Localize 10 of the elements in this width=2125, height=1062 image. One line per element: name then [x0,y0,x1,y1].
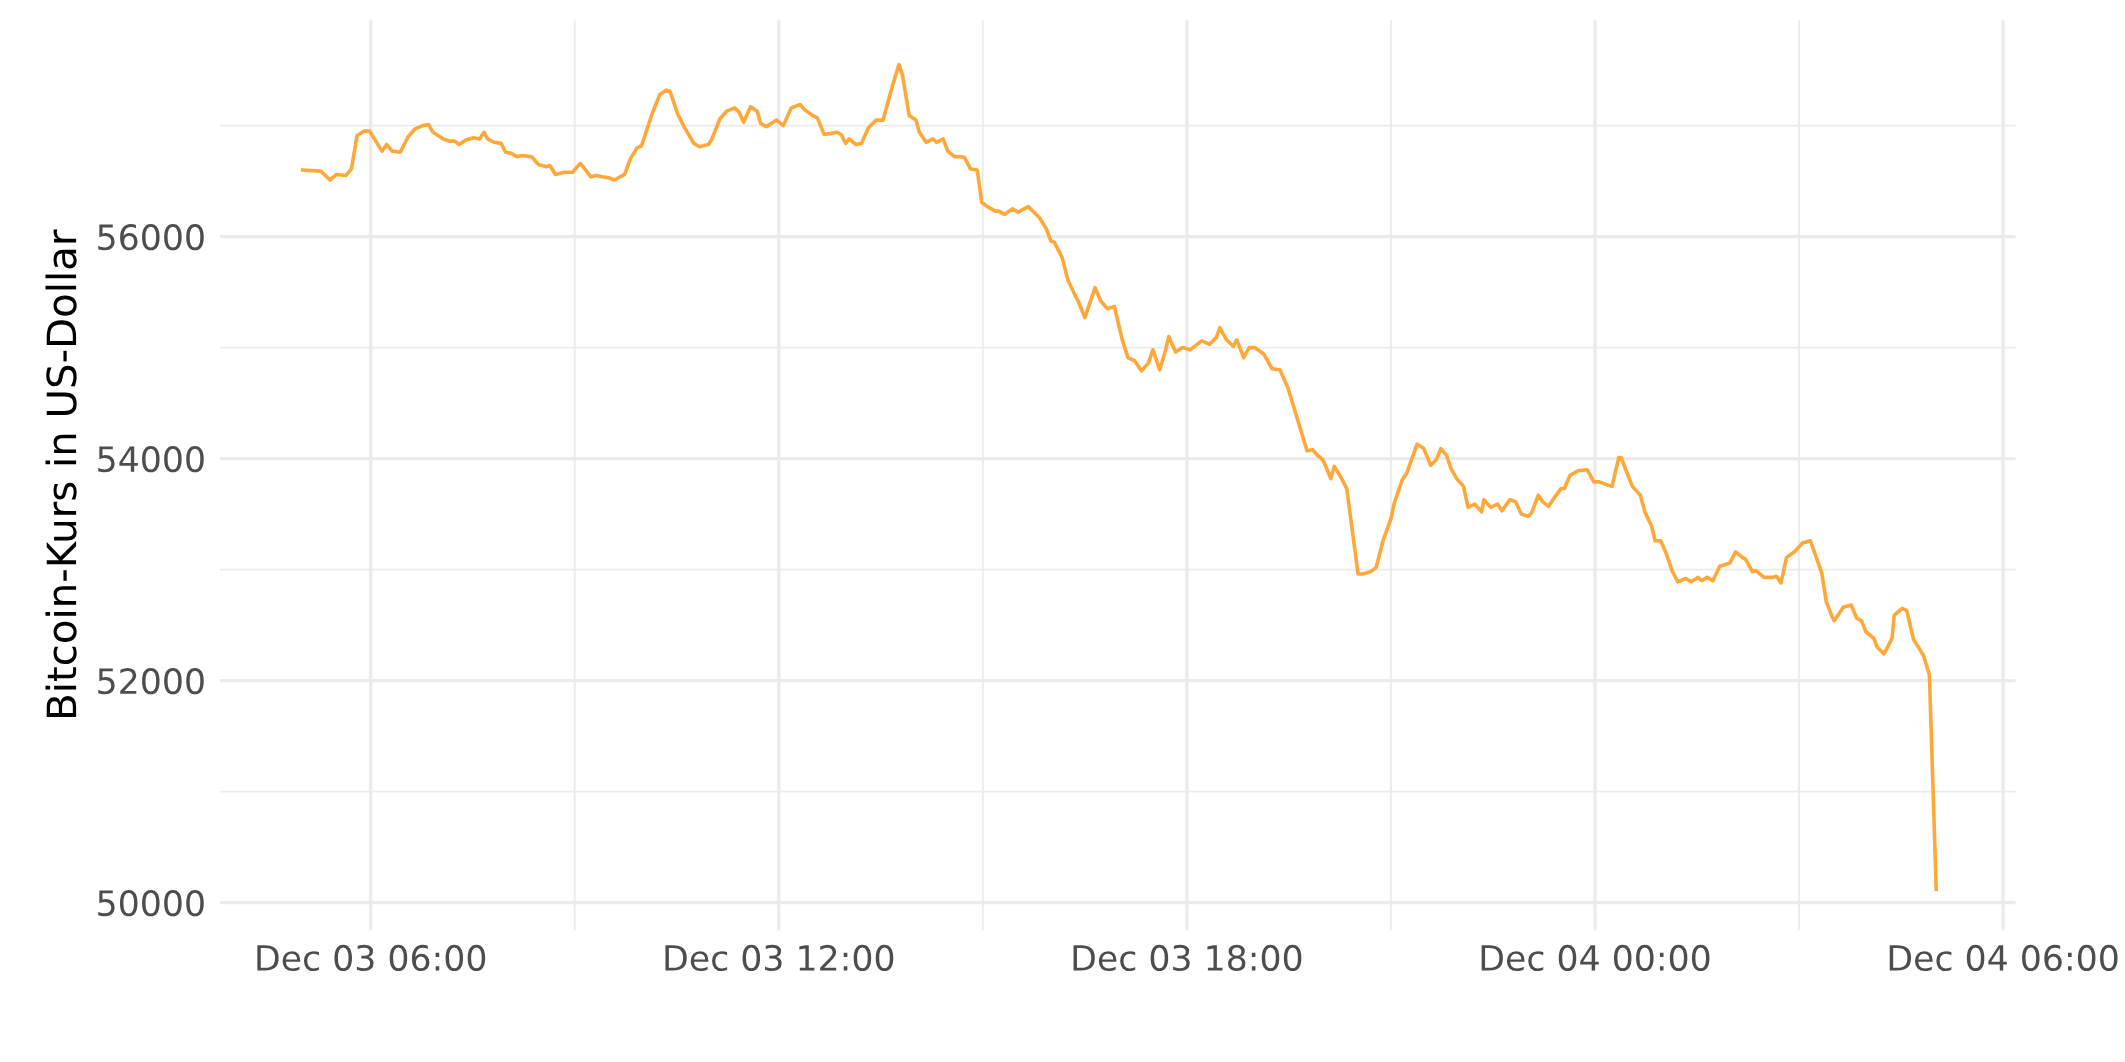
x-tick-label: Dec 04 00:00 [1481,944,1710,972]
y-tick-label: 54000 [98,446,204,473]
x-tick-label: Dec 04 06:00 [1889,944,2118,972]
y-tick-label: 52000 [98,668,204,695]
y-tick-label: 56000 [98,224,204,251]
x-tick-label: Dec 03 18:00 [1073,944,1302,972]
x-tick-label: Dec 03 06:00 [257,944,486,972]
y-tick-label: 50000 [98,889,204,917]
y-axis-title: Bitcoin-Kurs in US-Dollar [45,229,77,717]
x-tick-label: Dec 03 12:00 [665,944,894,972]
